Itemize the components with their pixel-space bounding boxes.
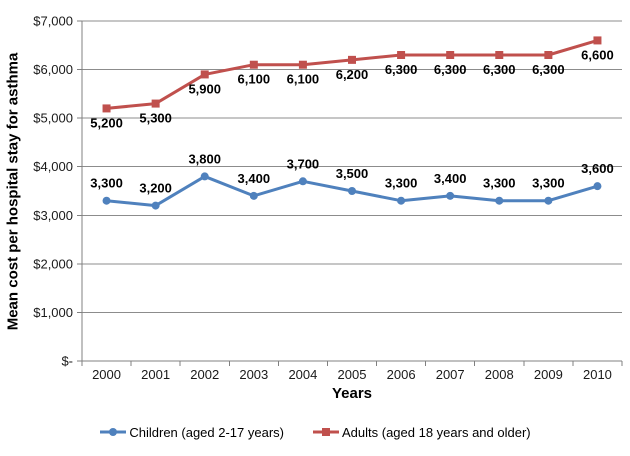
- data-point-square-marker: [495, 51, 504, 59]
- y-axis-title-text: Mean cost per hospital stay for asthma: [4, 52, 22, 330]
- data-point-square-marker: [200, 70, 209, 79]
- x-category-label: 2005: [338, 367, 367, 382]
- data-label: 6,300: [483, 62, 516, 77]
- data-label: 5,300: [139, 111, 172, 126]
- data-point-square-marker: [446, 51, 455, 59]
- data-label: 3,400: [434, 171, 467, 186]
- data-point-square-marker: [151, 99, 160, 108]
- data-label: 3,300: [483, 176, 516, 191]
- data-label: 3,800: [188, 151, 221, 166]
- data-point-circle-marker: [544, 196, 553, 205]
- data-point-circle-marker: [446, 191, 455, 200]
- x-category-label: 2003: [239, 367, 268, 382]
- data-label: 5,900: [188, 81, 221, 96]
- data-label: 6,100: [238, 72, 271, 87]
- x-axis-title: Years: [331, 385, 373, 402]
- x-category-label: 2010: [583, 367, 612, 382]
- adults-series-marker-icon: [313, 428, 339, 436]
- legend-label-adults: Adults (aged 18 years and older): [342, 424, 531, 440]
- data-point-circle-marker: [151, 201, 160, 210]
- data-point-square-marker: [544, 51, 553, 59]
- y-tick-label: $4,000: [33, 159, 73, 174]
- data-label: 6,300: [385, 62, 418, 77]
- data-point-square-marker: [249, 60, 258, 69]
- legend: Children (aged 2-17 years) Adults (aged …: [0, 422, 630, 442]
- x-category-label: 2001: [141, 367, 170, 382]
- x-category-label: 2006: [387, 367, 416, 382]
- data-point-circle-marker: [593, 182, 602, 191]
- data-point-square-marker: [348, 55, 356, 64]
- legend-item-adults: Adults (aged 18 years and older): [312, 425, 531, 440]
- data-label: 6,300: [434, 62, 467, 77]
- data-label: 3,600: [581, 161, 614, 176]
- data-label: 6,100: [287, 72, 320, 87]
- y-tick-label: $6,000: [33, 62, 73, 77]
- data-label: 6,300: [532, 62, 565, 77]
- x-category-label: 2002: [190, 367, 219, 382]
- data-point-circle-marker: [200, 172, 209, 181]
- children-series-marker-icon: [100, 428, 127, 436]
- data-label: 3,300: [385, 176, 418, 191]
- y-tick-label: $5,000: [33, 111, 73, 126]
- data-label: 3,300: [532, 176, 565, 191]
- y-tick-label: $3,000: [33, 208, 73, 223]
- y-tick-label: $1,000: [33, 305, 73, 320]
- x-category-label: 2004: [288, 367, 317, 382]
- data-label: 3,700: [287, 156, 320, 171]
- data-label: 6,200: [336, 67, 369, 82]
- y-tick-label: $2,000: [33, 256, 73, 271]
- data-label: 3,400: [238, 171, 271, 186]
- data-label: 3,500: [336, 166, 369, 181]
- x-category-label: 2008: [485, 367, 514, 382]
- data-label: 3,200: [139, 181, 172, 196]
- data-point-square-marker: [102, 104, 111, 113]
- data-point-circle-marker: [298, 177, 307, 186]
- x-category-label: 2009: [534, 367, 563, 382]
- data-point-circle-marker: [495, 196, 504, 205]
- data-point-circle-marker: [249, 191, 258, 200]
- data-point-square-marker: [298, 60, 307, 69]
- data-point-circle-marker: [102, 196, 111, 205]
- x-category-label: 2000: [92, 367, 121, 382]
- data-point-square-marker: [593, 36, 602, 45]
- legend-sample-circle: [109, 428, 118, 436]
- y-axis-title: Mean cost per hospital stay for asthma: [0, 0, 26, 382]
- x-category-label: 2007: [436, 367, 465, 382]
- legend-item-children: Children (aged 2-17 years): [99, 425, 284, 440]
- data-point-square-marker: [397, 51, 406, 59]
- data-label: 6,600: [581, 47, 614, 62]
- data-point-circle-marker: [348, 187, 356, 195]
- data-point-circle-marker: [397, 196, 406, 205]
- legend-label-children: Children (aged 2-17 years): [129, 424, 284, 440]
- data-label: 3,300: [90, 176, 123, 191]
- data-label: 5,200: [90, 115, 123, 130]
- y-tick-label: $-: [61, 354, 73, 369]
- legend-sample-square: [322, 428, 330, 436]
- y-tick-label: $7,000: [33, 14, 73, 29]
